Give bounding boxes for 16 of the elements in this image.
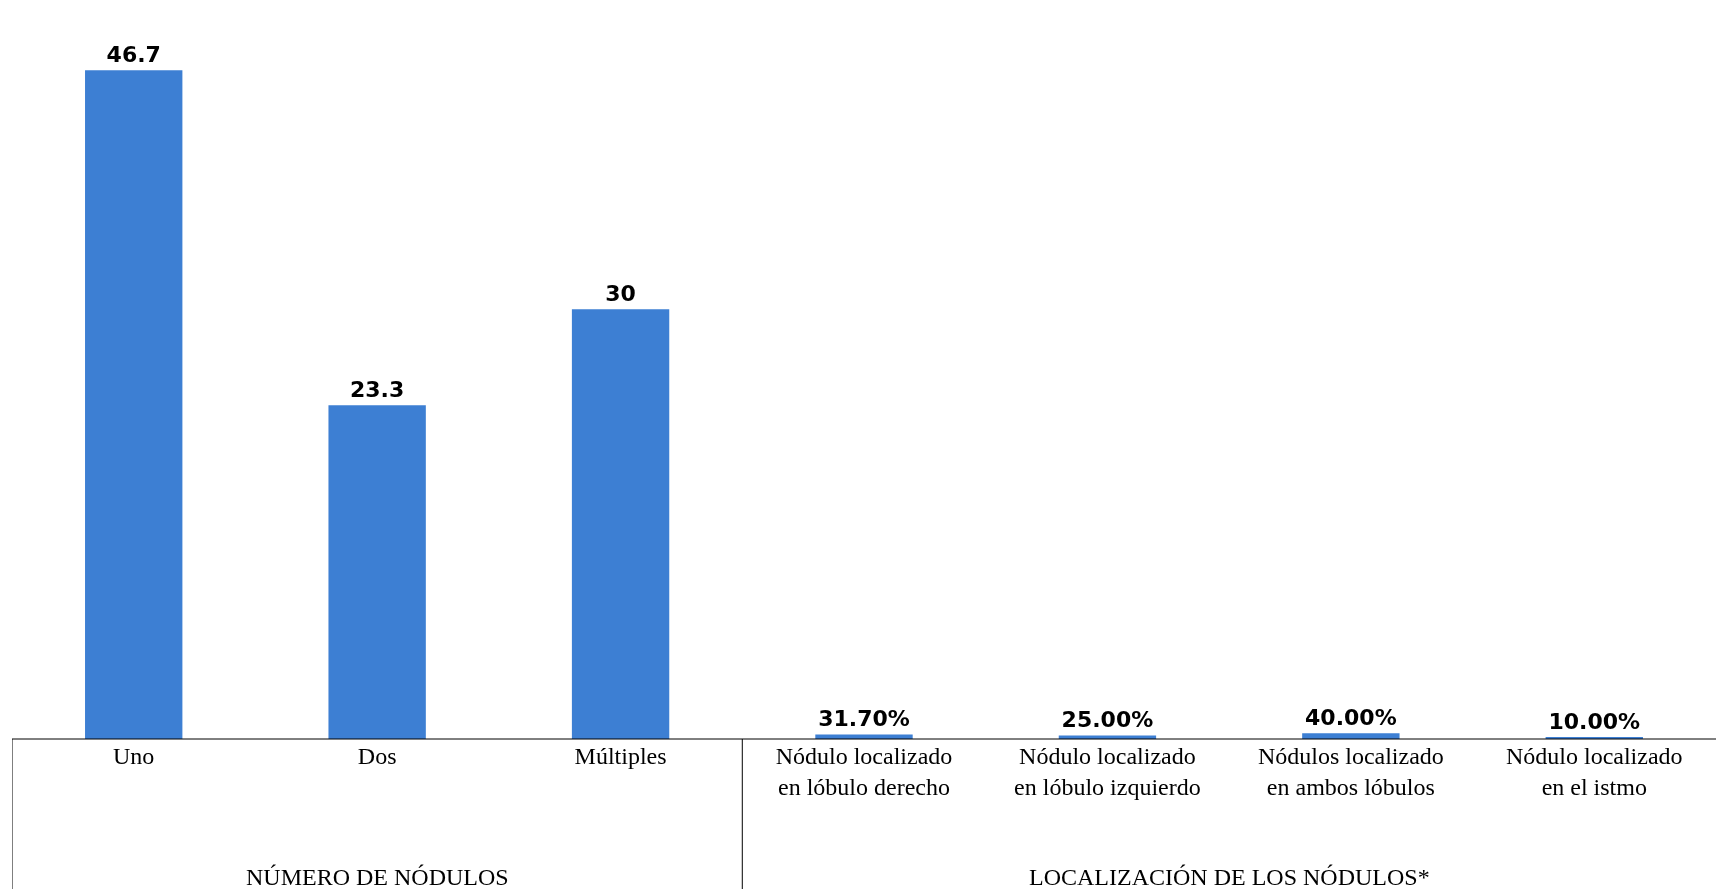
- x-tick-label: Uno: [113, 743, 155, 769]
- data-label: 31.70%: [818, 706, 910, 732]
- x-tick-label: Dos: [357, 743, 397, 769]
- text: LOCALIZACIÓN DE LOS NÓDULOS*: [1029, 864, 1430, 889]
- data-label: 46.7: [106, 42, 161, 68]
- data-label: 25.00%: [1061, 707, 1154, 733]
- data-label: 30: [605, 281, 636, 307]
- data-label: 23.3: [350, 377, 405, 403]
- x-tick-label: Nódulo localizado en el istmo: [1505, 743, 1683, 801]
- x-tick-label: Nódulos localizado en ambos lóbulos: [1257, 743, 1444, 801]
- x-tick-label: Múltiples: [574, 743, 667, 769]
- x-tick-label: Nódulo localizado en lóbulo izquierdo: [1014, 743, 1201, 801]
- data-label: 10.00%: [1548, 709, 1641, 734]
- data-label: 40.00%: [1305, 705, 1397, 731]
- text: NÚMERO DE NÓDULOS: [246, 864, 509, 889]
- x-tick-label: Nódulo localizado en lóbulo derecho: [775, 743, 953, 801]
